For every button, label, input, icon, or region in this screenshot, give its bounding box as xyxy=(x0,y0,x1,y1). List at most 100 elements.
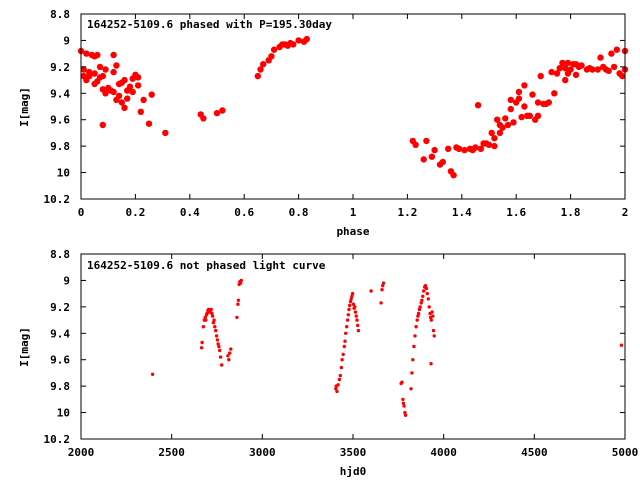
unphased-data-point xyxy=(220,363,224,367)
unphased-data-point xyxy=(401,401,406,405)
unphased-data-point xyxy=(431,314,435,318)
phased-data-point xyxy=(521,103,528,110)
unphased-data-point xyxy=(413,334,417,338)
unphased-data-point xyxy=(336,383,340,387)
phased-data-point xyxy=(439,158,446,166)
unphased-data-point xyxy=(412,344,416,349)
phased-data-point xyxy=(499,124,506,131)
phased-y-tick-label: 8.8 xyxy=(50,8,70,21)
unphased-y-tick-label: 9.8 xyxy=(50,380,70,393)
phased-axis-ticks: 0 0.2 0.4 0.6 0.8 1 1.2 1.4 1.6 1.8 2 8.8 9 9.2 9.4 9.6… xyxy=(44,8,629,219)
phased-data-point xyxy=(545,99,552,106)
phased-data-point xyxy=(420,156,427,163)
phased-data-point xyxy=(83,50,90,57)
unphased-data-point xyxy=(354,314,358,318)
phased-data-point xyxy=(270,46,278,53)
phased-data-point xyxy=(428,153,436,160)
phased-data-point xyxy=(80,66,87,73)
phased-data-point xyxy=(610,63,618,71)
unphased-data-point xyxy=(218,355,223,359)
unphased-data-point xyxy=(227,358,231,362)
phased-x-tick-label: 0.8 xyxy=(289,206,309,219)
phased-x-tick-label: 1.8 xyxy=(561,206,581,219)
phased-data-point xyxy=(619,72,626,80)
unphased-x-axis-title: hjd0 xyxy=(340,465,367,478)
phased-chart-title: 164252-5109.6 phased with P=195.30day xyxy=(87,18,332,31)
unphased-data-points xyxy=(150,278,624,417)
unphased-data-point xyxy=(214,334,219,338)
unphased-data-point xyxy=(350,294,354,298)
unphased-data-point xyxy=(335,389,339,394)
unphased-data-point xyxy=(200,340,204,345)
unphased-data-point xyxy=(430,310,434,314)
unphased-data-point xyxy=(348,303,352,308)
phased-data-point xyxy=(200,115,207,122)
unphased-y-tick-label: 8.8 xyxy=(50,248,70,261)
unphased-data-point xyxy=(431,328,436,333)
unphased-data-point xyxy=(403,413,408,417)
unphased-data-point xyxy=(341,352,345,357)
unphased-data-point xyxy=(214,328,218,333)
phased-data-point xyxy=(567,66,574,73)
phased-y-tick-label: 9.2 xyxy=(50,61,70,74)
phased-data-point xyxy=(537,72,544,80)
phased-data-point xyxy=(507,105,514,113)
phased-data-point xyxy=(99,72,107,80)
phased-data-point xyxy=(613,46,620,53)
phased-data-point xyxy=(510,119,517,126)
unphased-y-tick-label: 9.4 xyxy=(50,327,70,340)
unphased-data-point xyxy=(419,301,423,305)
phased-data-point xyxy=(461,146,468,154)
unphased-x-tick-label: 4000 xyxy=(430,446,457,459)
phased-data-point xyxy=(134,82,142,89)
unphased-y-tick-label: 10 xyxy=(57,407,70,420)
unphased-data-point xyxy=(409,387,413,391)
unphased-data-point xyxy=(235,315,239,320)
unphased-data-point xyxy=(209,307,213,312)
phased-data-point xyxy=(594,66,601,73)
unphased-data-point xyxy=(427,305,431,309)
phased-data-point xyxy=(137,108,144,116)
phased-data-point xyxy=(485,141,493,148)
unphased-data-point xyxy=(414,325,418,329)
phased-x-tick-label: 0 xyxy=(78,206,85,219)
phased-data-point xyxy=(494,116,501,123)
phased-data-point xyxy=(113,62,120,69)
unphased-data-point xyxy=(417,307,422,312)
phased-data-point xyxy=(507,96,514,104)
phased-x-tick-label: 2 xyxy=(622,206,629,219)
unphased-data-point xyxy=(400,380,404,384)
unphased-data-point xyxy=(346,313,350,317)
unphased-y-tick-label: 9.6 xyxy=(50,354,70,367)
unphased-data-point xyxy=(381,284,385,288)
unphased-data-point xyxy=(416,311,421,316)
phased-data-point xyxy=(295,37,302,44)
phased-data-point xyxy=(529,91,536,98)
phased-data-point xyxy=(91,70,98,77)
unphased-data-point xyxy=(213,325,217,329)
unphased-y-axis-title: I[mag] xyxy=(18,327,31,367)
phased-data-point xyxy=(110,88,117,96)
phased-data-point xyxy=(213,109,221,117)
phased-data-point xyxy=(450,172,457,179)
phased-y-tick-label: 9.6 xyxy=(50,114,70,127)
unphased-data-point xyxy=(150,372,155,376)
phased-data-point xyxy=(491,135,498,142)
unphased-data-point xyxy=(422,289,426,293)
phased-data-point xyxy=(515,88,523,96)
phased-data-point xyxy=(254,72,261,80)
phased-x-tick-label: 0.2 xyxy=(125,206,145,219)
unphased-data-point xyxy=(410,371,414,375)
unphased-data-point xyxy=(379,301,383,305)
phased-data-point xyxy=(496,129,504,137)
phased-data-point xyxy=(562,76,569,84)
phased-data-point xyxy=(578,62,585,69)
phased-data-point xyxy=(423,137,430,145)
phased-data-point xyxy=(477,145,484,152)
unphased-data-point xyxy=(369,289,373,293)
phased-data-point xyxy=(472,144,479,151)
phased-data-point xyxy=(474,102,482,109)
phased-data-point xyxy=(455,145,463,152)
unphased-data-point xyxy=(215,338,220,342)
phased-data-point xyxy=(488,129,495,137)
